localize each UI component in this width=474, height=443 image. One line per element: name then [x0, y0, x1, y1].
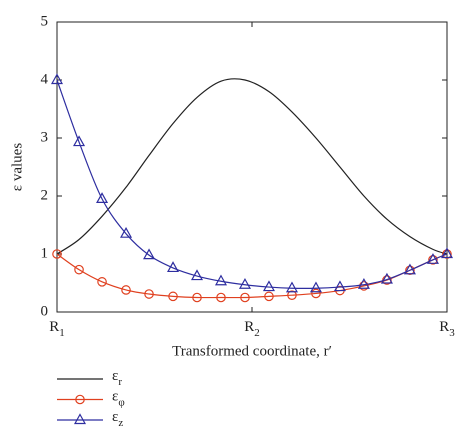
marker	[143, 248, 156, 260]
marker	[96, 192, 109, 203]
marker	[97, 277, 107, 287]
marker	[382, 275, 392, 285]
marker	[380, 272, 393, 284]
marker	[190, 269, 204, 281]
marker	[403, 263, 416, 275]
marker	[120, 226, 133, 238]
y-axis-label: ε values	[9, 143, 25, 192]
series-line	[56, 78, 448, 255]
marker	[144, 289, 154, 299]
y-tick-label: 1	[41, 245, 49, 261]
marker	[426, 253, 439, 264]
series-line	[56, 79, 448, 289]
x-tick-label: R2	[244, 319, 260, 338]
marker	[238, 278, 251, 289]
legend-label: εφ	[112, 389, 125, 408]
marker	[405, 265, 415, 276]
marker	[428, 254, 438, 265]
y-tick-label: 3	[41, 129, 49, 145]
marker	[74, 264, 84, 275]
marker	[73, 413, 87, 425]
marker	[240, 292, 250, 303]
marker	[333, 280, 346, 292]
y-tick-label: 4	[41, 71, 49, 87]
marker	[121, 285, 131, 295]
marker	[311, 288, 321, 299]
marker	[309, 281, 322, 293]
marker	[168, 291, 178, 302]
marker	[50, 73, 64, 85]
y-tick-label: 5	[41, 13, 49, 29]
y-tick-label: 0	[41, 303, 49, 319]
marker	[287, 290, 297, 300]
marker	[357, 278, 370, 289]
marker	[73, 135, 86, 147]
marker	[52, 249, 62, 259]
y-tick-label: 2	[41, 187, 49, 203]
marker	[167, 261, 180, 273]
marker	[264, 291, 274, 302]
legend-label: εr	[112, 368, 122, 387]
legend-label: εz	[112, 409, 123, 428]
marker	[75, 394, 85, 405]
marker	[262, 280, 275, 292]
marker	[442, 249, 452, 259]
marker	[192, 292, 202, 303]
x-axis-label: Transformed coordinate, r′	[172, 343, 332, 359]
marker	[214, 274, 228, 286]
marker	[216, 292, 226, 303]
plot-frame	[56, 21, 448, 313]
x-tick-label: R1	[49, 319, 65, 338]
marker	[285, 281, 298, 293]
marker	[440, 247, 454, 259]
x-tick-label: R3	[439, 319, 455, 338]
